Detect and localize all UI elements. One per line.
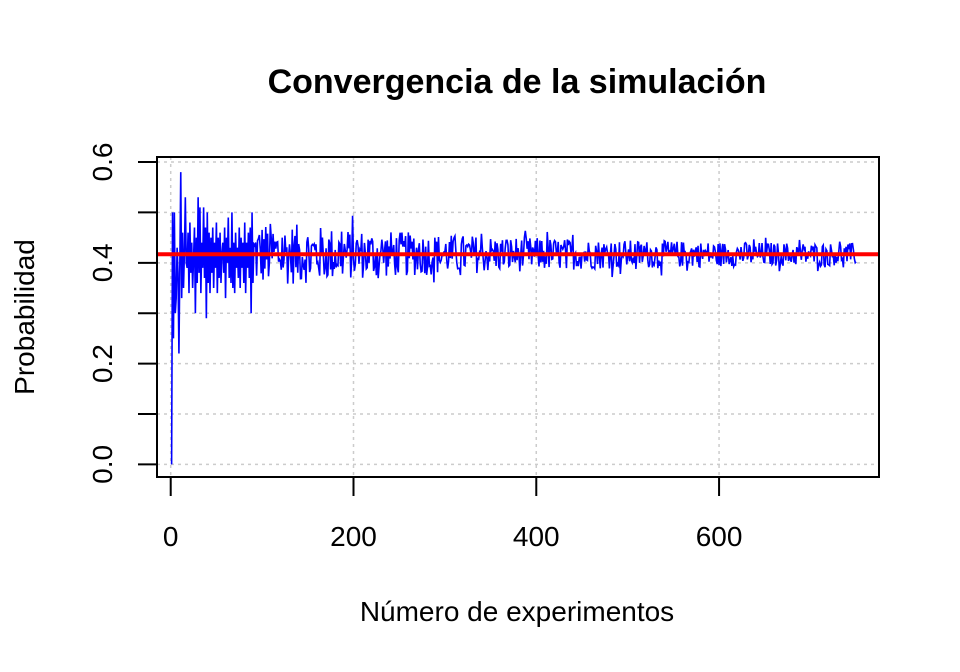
x-axis-label: Número de experimentos [360,596,674,627]
y-tick-label: 0.0 [87,445,118,484]
y-tick-label: 0.2 [87,344,118,383]
plot-frame [156,156,880,478]
y-axis-label: Probabilidad [9,239,40,395]
x-tick-label: 400 [513,521,560,552]
y-tick-label: 0.6 [87,143,118,182]
grid [157,157,879,477]
y-tick-label: 0.4 [87,243,118,282]
chart-title: Convergencia de la simulación [268,63,767,101]
x-tick-label: 600 [696,521,743,552]
x-tick-label: 0 [163,521,179,552]
plot-area [157,172,879,465]
data-series-line [170,172,857,465]
x-tick-label: 200 [330,521,377,552]
